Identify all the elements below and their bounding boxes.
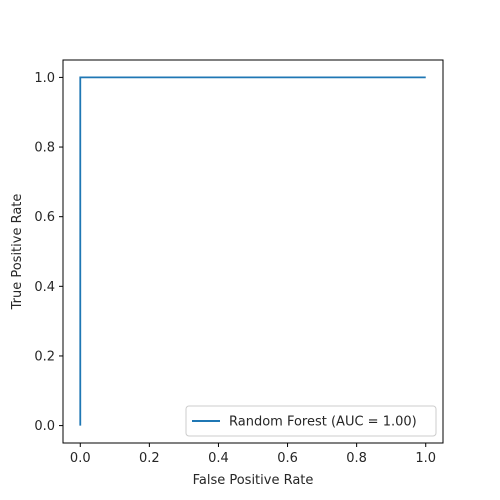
y-tick-label: 0.4 xyxy=(34,280,55,295)
legend-label-random-forest: Random Forest (AUC = 1.00) xyxy=(229,415,417,430)
x-tick-label: 0.2 xyxy=(139,451,160,466)
x-tick-label: 0.8 xyxy=(346,451,367,466)
y-tick-label: 0.6 xyxy=(34,210,55,225)
y-tick-label: 1.0 xyxy=(34,71,55,86)
x-tick-label: 0.6 xyxy=(277,451,298,466)
y-tick-label: 0.8 xyxy=(34,141,55,156)
y-axis-label: True Positive Rate xyxy=(10,194,25,311)
y-tick-label: 0.2 xyxy=(34,349,55,364)
axes-frame xyxy=(62,59,444,444)
y-tick-label: 0.0 xyxy=(34,419,55,434)
series-layer xyxy=(79,76,426,426)
x-tick-label: 0.4 xyxy=(208,451,229,466)
y-axis-ticks: 0.0 0.2 0.4 0.6 0.8 1.0 xyxy=(34,71,63,434)
x-tick-label: 1.0 xyxy=(415,451,436,466)
x-tick-label: 0.0 xyxy=(70,451,91,466)
x-axis-label: False Positive Rate xyxy=(193,473,314,488)
x-axis-ticks: 0.0 0.2 0.4 0.6 0.8 1.0 xyxy=(70,443,436,466)
series-line-random-forest xyxy=(79,76,426,426)
legend: Random Forest (AUC = 1.00) xyxy=(185,405,437,437)
legend-box xyxy=(185,405,437,437)
